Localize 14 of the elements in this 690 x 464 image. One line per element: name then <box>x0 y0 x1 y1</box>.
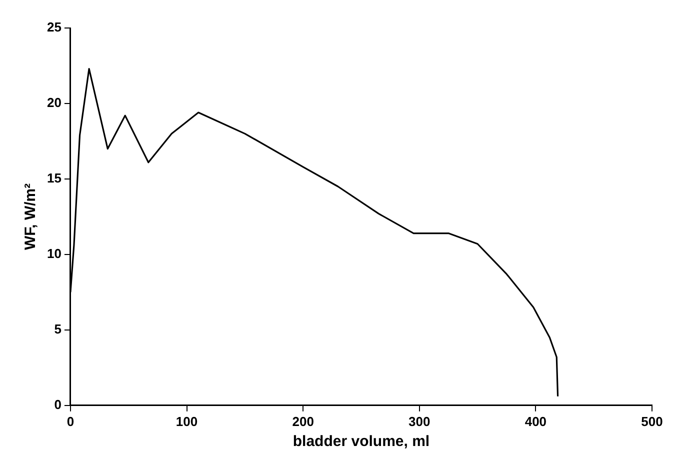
y-tick-label: 10 <box>46 246 62 262</box>
y-tick-label: 20 <box>46 95 62 110</box>
y-tick-label: 25 <box>46 20 62 35</box>
x-tick-label: 0 <box>66 414 74 429</box>
x-tick-label: 400 <box>524 414 547 429</box>
x-tick-label: 300 <box>408 414 430 429</box>
y-tick-label: 0 <box>54 396 62 412</box>
y-tick-label: 5 <box>54 322 62 336</box>
x-tick-label: 100 <box>176 414 198 429</box>
x-tick-label: 500 <box>641 414 663 429</box>
y-axis-title: WF, W/m² <box>22 183 40 250</box>
y-tick-label: 15 <box>46 170 62 186</box>
x-axis-title: bladder volume, ml <box>292 433 430 450</box>
x-tick-label: 200 <box>292 414 314 429</box>
